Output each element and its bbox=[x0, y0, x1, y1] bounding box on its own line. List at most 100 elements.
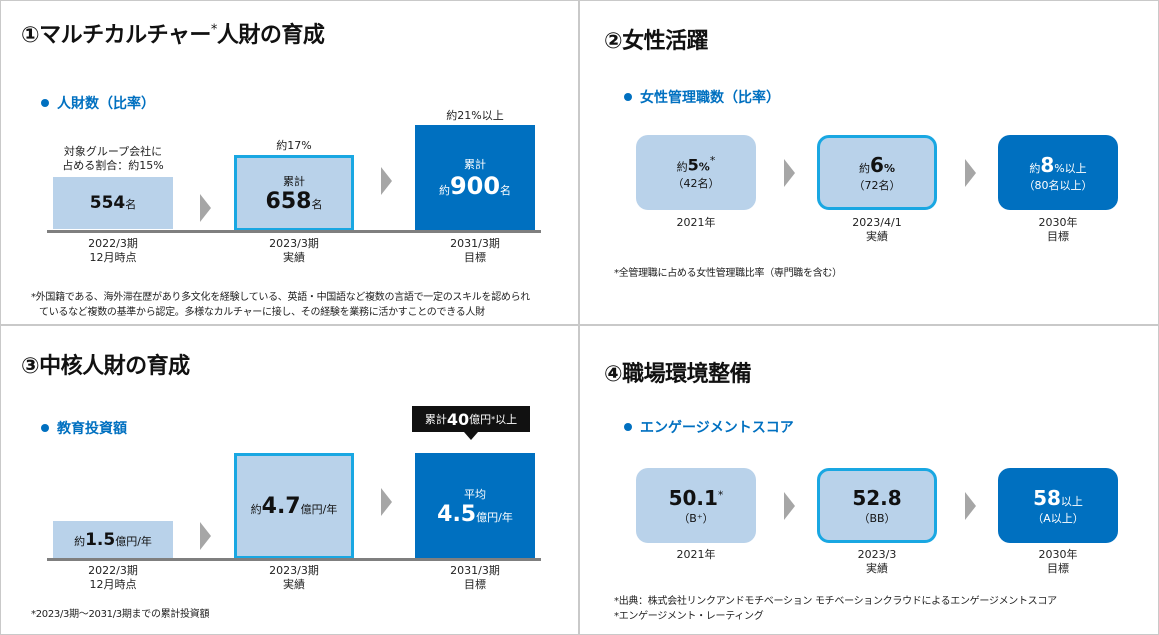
box2-sub: （72名） bbox=[853, 178, 901, 192]
box1-value: 5 bbox=[687, 155, 699, 175]
panel4-note: *出典：株式会社リンクアンドモチベーション モチベーションクラウドによるエンゲー… bbox=[614, 594, 1057, 624]
callout-unit: 億円 bbox=[469, 413, 492, 426]
engagement-box-2023: 52.8 （BB） bbox=[817, 468, 937, 543]
invest-bar-2022: 約1.5億円/年 bbox=[53, 521, 173, 559]
invest2-caption-line2: 実績 bbox=[283, 578, 305, 591]
invest3-caption: 2031/3期 目標 bbox=[415, 564, 535, 592]
bar1-caption-line1: 2022/3期 bbox=[88, 237, 138, 250]
arrow-right-icon bbox=[965, 159, 976, 187]
panel-core-talent: ③中核人財の育成 教育投資額 約1.5億円/年 2022/3期 12月時点 約4… bbox=[0, 325, 579, 635]
eng3-value: 58 bbox=[1033, 485, 1061, 510]
arrow-right-icon bbox=[381, 488, 392, 516]
bar1-top-label: 対象グループ会社に 占める割合：約15% bbox=[53, 145, 173, 173]
invest-bar-2022-value-line: 約1.5億円/年 bbox=[74, 530, 152, 550]
panel1-note: *外国籍である、海外滞在歴があり多文化を経験している、英語・中国語など複数の言語… bbox=[31, 290, 530, 320]
bar3: 累計 約900名 bbox=[415, 125, 535, 231]
baseline bbox=[47, 558, 541, 561]
engagement-box-2023-value-line: 52.8 bbox=[852, 486, 901, 510]
bar1-unit: 名 bbox=[125, 198, 137, 211]
invest3-caption-line2: 目標 bbox=[464, 578, 486, 591]
invest1-value: 1.5 bbox=[85, 530, 116, 550]
bar3-caption-line2: 目標 bbox=[464, 251, 486, 264]
box1-caption: 2021年 bbox=[676, 216, 716, 229]
bar2-top-label: 約17% bbox=[276, 139, 312, 152]
box1-sub: （42名） bbox=[672, 176, 720, 190]
bullet-icon bbox=[41, 424, 49, 432]
arrow-right-icon bbox=[381, 167, 392, 195]
box2-caption-line1: 2023/4/1 bbox=[852, 216, 902, 229]
bullet-icon bbox=[624, 93, 632, 101]
box2-unit: % bbox=[883, 161, 895, 175]
eng3-sub: （A以上） bbox=[1032, 511, 1084, 525]
bullet-icon bbox=[624, 423, 632, 431]
panel-women-empowerment: ②女性活躍 女性管理職数（比率） 約5%* （42名） 2021年 約6% （7… bbox=[579, 0, 1159, 325]
box3-caption: 2030年 目標 bbox=[998, 216, 1118, 244]
bar1-value: 554 bbox=[89, 193, 126, 213]
box1-pre: 約 bbox=[676, 160, 688, 174]
engagement-box-2021-value-line: 50.1* bbox=[669, 486, 724, 510]
panel2-title: ②女性活躍 bbox=[604, 29, 709, 54]
women-box-2030: 約8%以上 （80名以上） bbox=[998, 135, 1118, 210]
eng2-value: 52.8 bbox=[852, 485, 902, 510]
panel1-note-line2: ているなど複数の基準から認定。多様なカルチャーに接し、その経験を業務に活かすこと… bbox=[39, 307, 485, 318]
invest2-caption-line1: 2023/3期 bbox=[269, 564, 319, 577]
panel3-note: *2023/3期～2031/3期までの累計投資額 bbox=[31, 609, 210, 620]
invest-bar-2023-value-line: 約4.7億円/年 bbox=[251, 494, 338, 519]
invest3-value: 4.5 bbox=[437, 501, 477, 527]
panel1-title: ①マルチカルチャー*人財の育成 bbox=[21, 17, 325, 49]
cumulative-callout: 累計 40 億円 * 以上 bbox=[412, 406, 530, 440]
bar1-value-line: 554名 bbox=[90, 193, 137, 213]
invest3-unit: 億円/年 bbox=[476, 510, 513, 524]
invest3-prefix: 平均 bbox=[464, 487, 486, 501]
panel3-title: ③中核人財の育成 bbox=[21, 354, 190, 379]
bar3-caption-line1: 2031/3期 bbox=[450, 237, 500, 250]
bar3-top-label: 約21%以上 bbox=[446, 109, 504, 122]
engagement-box-2030: 58以上 （A以上） bbox=[998, 468, 1118, 543]
panel4-note-line2: *エンゲージメント・レーティング bbox=[614, 611, 764, 622]
invest1-caption-line2: 12月時点 bbox=[89, 578, 137, 591]
eng2-caption: 2023/3 実績 bbox=[817, 548, 937, 576]
panel2-subhead: 女性管理職数（比率） bbox=[624, 87, 780, 107]
women-box-2023-value-line: 約6% bbox=[859, 153, 895, 177]
bar3-caption: 2031/3期 目標 bbox=[415, 237, 535, 265]
bar2-value: 658 bbox=[265, 188, 312, 214]
panel4-title: ④職場環境整備 bbox=[604, 362, 752, 387]
panel1-title-tail: 人財の育成 bbox=[216, 23, 325, 48]
box3-caption-line1: 2030年 bbox=[1038, 216, 1078, 229]
invest3-caption-line1: 2031/3期 bbox=[450, 564, 500, 577]
invest1-pre: 約 bbox=[74, 535, 86, 548]
invest-bar-2031-value-line: 4.5億円/年 bbox=[437, 502, 513, 527]
box3-value: 8 bbox=[1040, 152, 1055, 177]
arrow-right-icon bbox=[784, 492, 795, 520]
invest1-caption-line1: 2022/3期 bbox=[88, 564, 138, 577]
box2-value: 6 bbox=[870, 152, 884, 177]
women-box-2021-value-line: 約5%* bbox=[677, 154, 716, 174]
engagement-box-2030-value-line: 58以上 bbox=[1033, 486, 1083, 510]
panel4-note-line1: *出典：株式会社リンクアンドモチベーション モチベーションクラウドによるエンゲー… bbox=[614, 596, 1057, 607]
eng1-sup: * bbox=[717, 488, 724, 502]
invest-bar-2031: 平均 4.5億円/年 bbox=[415, 453, 535, 559]
bar3-prefix: 累計 bbox=[464, 158, 486, 171]
panel2-note: *全管理職に占める女性管理職比率（専門職を含む） bbox=[614, 268, 842, 279]
box3-unit: %以上 bbox=[1054, 161, 1087, 175]
box1-unit: % bbox=[698, 160, 710, 174]
panel1-note-line1: *外国籍である、海外滞在歴があり多文化を経験している、英語・中国語など複数の言語… bbox=[31, 292, 530, 303]
bullet-icon bbox=[41, 99, 49, 107]
arrow-right-icon bbox=[784, 159, 795, 187]
callout-tail: 以上 bbox=[495, 413, 518, 426]
arrow-right-icon bbox=[200, 522, 211, 550]
box3-caption-line2: 目標 bbox=[1047, 230, 1069, 243]
eng1-value: 50.1 bbox=[668, 485, 718, 510]
women-box-2021: 約5%* （42名） bbox=[636, 135, 756, 210]
bar2-value-line: 658名 bbox=[266, 189, 323, 214]
bar2-caption-line1: 2023/3期 bbox=[269, 237, 319, 250]
box1-sup: * bbox=[709, 154, 716, 168]
bar2-caption: 2023/3期 実績 bbox=[234, 237, 354, 265]
invest1-caption: 2022/3期 12月時点 bbox=[53, 564, 173, 592]
bar2-caption-line2: 実績 bbox=[283, 251, 305, 264]
panel3-subhead-label: 教育投資額 bbox=[57, 421, 127, 437]
callout-value: 40 bbox=[446, 409, 470, 429]
panel4-subhead-label: エンゲージメントスコア bbox=[640, 420, 794, 436]
panel3-subhead: 教育投資額 bbox=[41, 418, 127, 438]
bar3-value: 900 bbox=[449, 172, 501, 200]
